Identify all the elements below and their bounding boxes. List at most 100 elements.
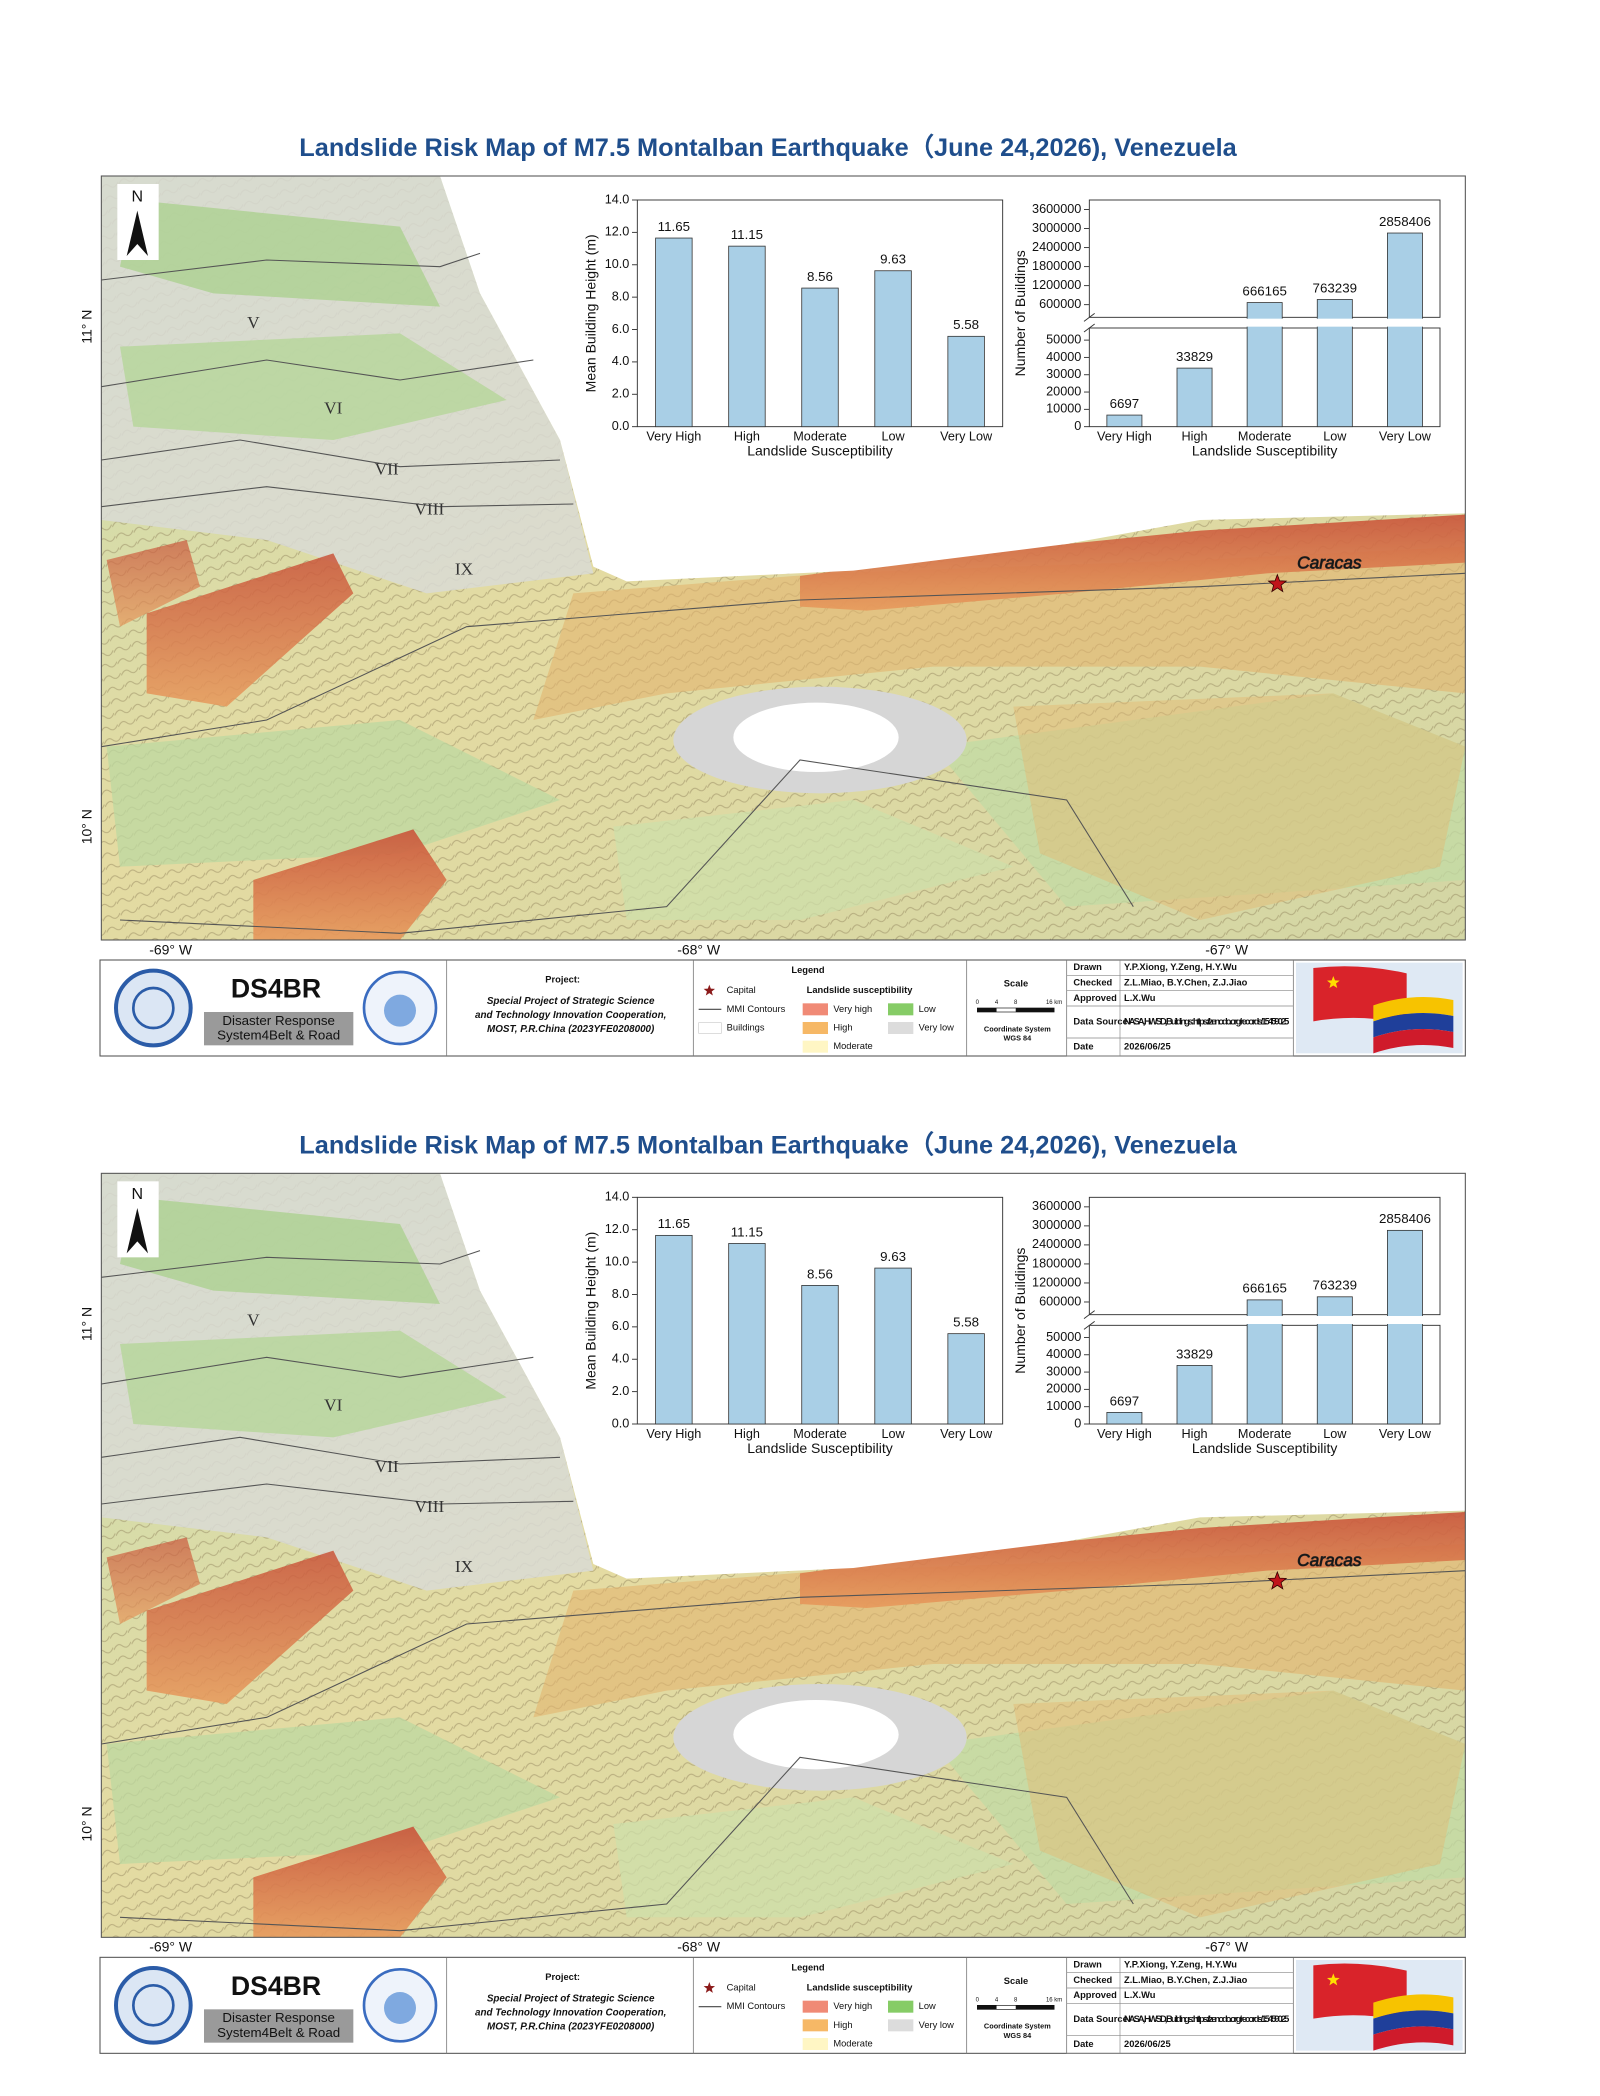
bar	[1176, 1365, 1213, 1425]
axis-break	[1083, 312, 1095, 322]
crs-label: Coordinate System	[984, 2022, 1051, 2031]
scale-bar-seg	[1015, 1008, 1055, 1012]
y-tick-label: 0.0	[612, 1416, 630, 1430]
y-tick-label: 10.0	[605, 257, 630, 271]
info-key: Date	[1073, 2039, 1093, 2049]
flag-venezuela	[1373, 997, 1454, 1022]
map-frame	[100, 1172, 1466, 1938]
logo-plate	[204, 2009, 354, 2043]
bar	[1387, 232, 1423, 428]
x-axis-label: Landslide Susceptibility	[1192, 443, 1338, 459]
value-label: 11.65	[658, 219, 690, 234]
green-terrain	[613, 800, 1014, 920]
capital-star	[1267, 573, 1288, 593]
legend-swatch	[802, 2019, 828, 2032]
flag-venezuela	[1373, 1029, 1454, 1054]
legend-swatch	[802, 2038, 828, 2050]
legend-label: MMI Contours	[727, 1004, 786, 1014]
info-value: NASA, HWSD, Buildings: https://zenodo.or…	[1124, 1016, 1289, 1026]
y-tick-label: 600000	[1039, 297, 1081, 311]
value-label: 6697	[1110, 1393, 1140, 1408]
value-label: 763239	[1313, 1278, 1357, 1293]
y-tick-label: 6.0	[612, 322, 630, 336]
lat-label: 10° N	[79, 1806, 95, 1841]
bar	[947, 1333, 985, 1425]
value-label: 2858406	[1379, 214, 1431, 229]
y-tick-label: 50000	[1046, 332, 1081, 346]
x-tick-label: Low	[881, 1427, 905, 1441]
value-label: 6697	[1110, 396, 1140, 411]
scale-tick-label: 16 km	[1046, 1000, 1062, 1006]
red-ridge	[253, 1826, 447, 1938]
axis-break	[1083, 1320, 1095, 1330]
y-tick-label: 12.0	[605, 225, 630, 239]
project-text: MOST, P.R.China (2023YFE0208000)	[487, 2021, 654, 2032]
y-tick-label: 2400000	[1032, 1237, 1081, 1251]
mmi-contour	[101, 486, 574, 508]
flag-venezuela	[1373, 1994, 1454, 2019]
bar	[655, 1234, 693, 1425]
flag-star	[1326, 1973, 1340, 1986]
legend-swatch	[802, 1022, 828, 1034]
scale-title: Scale	[1004, 1976, 1028, 1986]
scale-tick-label: 8	[1014, 1000, 1018, 1006]
lake	[733, 1700, 899, 1770]
project-text: Special Project of Strategic Science	[487, 996, 655, 1007]
logo-csu-inner	[131, 986, 175, 1030]
green-terrain	[106, 1717, 561, 1864]
legend-label: Very low	[919, 2020, 955, 2030]
legend-label: Moderate	[833, 1041, 872, 1051]
green-terrain	[613, 1797, 1014, 1918]
info-key: Approved	[1073, 1990, 1117, 2000]
y-axis-label: Number of Buildings	[1012, 1248, 1028, 1374]
legend-label: High	[833, 1022, 852, 1032]
bar	[728, 1243, 766, 1425]
y-tick-label: 1800000	[1032, 259, 1081, 273]
chart-bg	[1013, 1188, 1447, 1464]
orange-terrain	[533, 546, 1466, 720]
value-label: 9.63	[880, 252, 906, 267]
bar	[947, 335, 985, 428]
legend-star	[703, 1982, 716, 1993]
x-tick-label: High	[1182, 430, 1208, 444]
panel: Landslide Risk Map of M7.5 Montalban Ear…	[79, 133, 1466, 1057]
green-terrain	[120, 1330, 507, 1438]
red-ridge	[253, 829, 447, 940]
info-value: Z.L.Miao, B.Y.Chen, Z.J.Jiao	[1124, 1975, 1248, 1985]
y-tick-label: 4.0	[612, 354, 630, 368]
info-value: Y.P.Xiong, Y.Zeng, H.Y.Wu	[1124, 962, 1237, 972]
scale-tick-label: 4	[995, 1000, 999, 1006]
y-axis-label: Number of Buildings	[1012, 250, 1028, 376]
green-terrain	[120, 333, 507, 440]
flag-venezuela	[1373, 2010, 1454, 2035]
legend-swatch	[698, 1022, 722, 1034]
info-value: L.X.Wu	[1124, 1990, 1156, 2000]
x-tick-label: Very Low	[1379, 430, 1432, 444]
y-tick-label: 50000	[1046, 1330, 1081, 1344]
map-title: Landslide Risk Map of M7.5 Montalban Ear…	[299, 133, 1237, 162]
contour-label: IX	[455, 1557, 474, 1576]
x-tick-label: Low	[881, 430, 905, 444]
info-value: Z.L.Miao, B.Y.Chen, Z.J.Jiao	[1124, 977, 1248, 987]
crs-label: WGS 84	[1003, 2031, 1032, 2040]
mmi-contour	[119, 759, 1134, 934]
logo-csu	[113, 1966, 193, 2045]
x-tick-label: Moderate	[793, 1427, 846, 1441]
legend-swatch	[888, 1022, 914, 1034]
mmi-contour	[101, 1483, 574, 1505]
x-tick-label: Very High	[1097, 1427, 1152, 1441]
x-tick-label: Very Low	[940, 430, 993, 444]
lat-label: 11° N	[79, 1307, 95, 1341]
crs-label: WGS 84	[1003, 1034, 1032, 1043]
logo-csu-inner	[131, 1984, 175, 2027]
bar	[1387, 1229, 1423, 1425]
lon-label: -69° W	[149, 941, 193, 957]
value-label: 9.63	[880, 1249, 906, 1264]
mmi-contour	[101, 359, 534, 388]
value-label: 8.56	[807, 269, 833, 284]
legend-label: Very high	[833, 1004, 872, 1014]
lon-label: -67° W	[1205, 941, 1249, 957]
north-arrow	[126, 1208, 148, 1254]
